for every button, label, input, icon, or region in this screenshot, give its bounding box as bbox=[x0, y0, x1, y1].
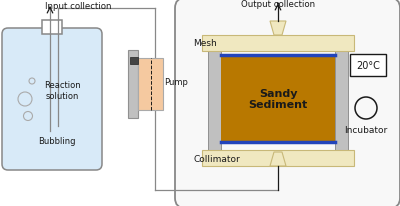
Bar bbox=[221, 56, 335, 142]
Text: Input collection: Input collection bbox=[45, 2, 111, 11]
Bar bbox=[42, 21, 62, 35]
Text: Collimator: Collimator bbox=[193, 154, 240, 163]
Text: 20°C: 20°C bbox=[356, 61, 380, 71]
Polygon shape bbox=[270, 22, 286, 36]
Bar bbox=[202, 150, 354, 166]
Text: Bubbling: Bubbling bbox=[38, 136, 75, 145]
Bar bbox=[335, 41, 348, 158]
Text: Incubator: Incubator bbox=[344, 125, 388, 134]
Text: Mesh: Mesh bbox=[193, 39, 217, 48]
Bar bbox=[202, 36, 354, 52]
Bar bbox=[138, 59, 163, 110]
Text: Reaction
solution: Reaction solution bbox=[44, 81, 81, 100]
Bar bbox=[350, 55, 386, 77]
Bar bbox=[130, 58, 138, 65]
Text: Sandy
Sediment: Sandy Sediment bbox=[248, 88, 308, 110]
Text: Pump: Pump bbox=[164, 77, 188, 87]
Polygon shape bbox=[270, 152, 286, 166]
Bar bbox=[128, 51, 138, 118]
Bar bbox=[208, 41, 221, 158]
FancyBboxPatch shape bbox=[2, 29, 102, 170]
FancyBboxPatch shape bbox=[175, 0, 400, 206]
Text: Output collection: Output collection bbox=[241, 0, 315, 9]
